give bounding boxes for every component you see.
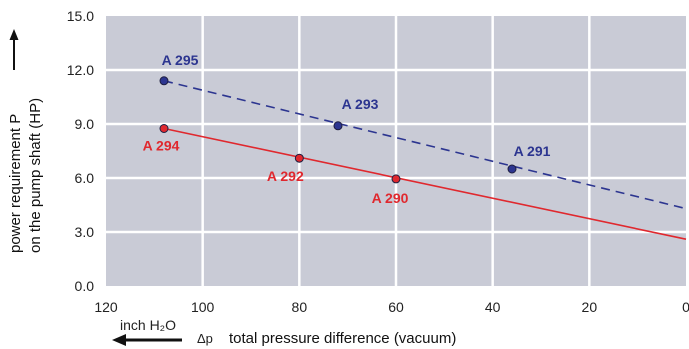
point-label: A 295 (162, 52, 199, 68)
y-axis-label-line1: power requirement P (7, 114, 24, 253)
data-point (294, 153, 304, 163)
y-tick-label: 9.0 (75, 116, 95, 132)
y-tick-labels: 0.0 3.0 6.0 9.0 12.0 15.0 (67, 8, 94, 294)
series-line-1 (163, 127, 687, 240)
x-tick-label: 100 (191, 299, 215, 315)
point-label: A 294 (143, 138, 180, 154)
x-tick-label: 20 (582, 299, 598, 315)
data-point (333, 121, 343, 131)
x-axis-title: total pressure difference (vacuum) (229, 330, 456, 347)
point-label: A 291 (514, 143, 551, 159)
y-tick-label: 6.0 (75, 170, 95, 186)
x-tick-label: 0 (682, 299, 689, 315)
x-tick-label: 60 (388, 299, 404, 315)
x-tick-label: 120 (94, 299, 118, 315)
y-tick-label: 15.0 (67, 8, 94, 24)
x-tick-label: 80 (292, 299, 308, 315)
x-tick-label: 40 (485, 299, 501, 315)
point-label: A 293 (342, 96, 379, 112)
y-tick-label: 0.0 (75, 278, 95, 294)
point-label: A 290 (372, 190, 409, 206)
x-unit-label: inch H₂O (120, 317, 176, 333)
data-point (159, 76, 169, 86)
point-label: A 292 (267, 168, 304, 184)
x-tick-labels: 120 100 80 60 40 20 0 (94, 299, 689, 315)
y-tick-label: 3.0 (75, 224, 95, 240)
y-tick-label: 12.0 (67, 62, 94, 78)
y-axis-arrow (9, 29, 19, 70)
data-point (391, 174, 401, 184)
data-point (159, 124, 169, 133)
x-axis-symbol: Δp (197, 331, 213, 346)
data-point (507, 164, 517, 174)
x-axis-arrow (112, 334, 182, 346)
series-layer: A 295 A 293 A 291 A 294 A 292 A 290 (143, 52, 687, 240)
y-axis-label-line2: on the pump shaft (HP) (27, 98, 44, 253)
grid-lines (106, 16, 686, 286)
